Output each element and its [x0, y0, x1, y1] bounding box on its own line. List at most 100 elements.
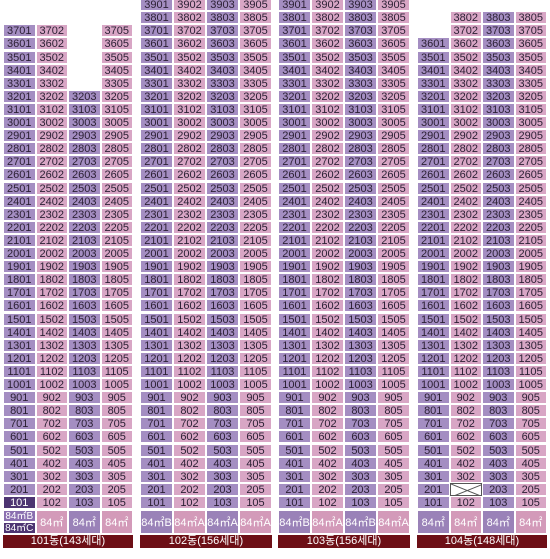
unit-102-1803: 1803 — [206, 273, 239, 287]
unit-type-102-03: 84㎡A — [206, 510, 239, 534]
unit-102-3903: 3903 — [206, 0, 239, 12]
unit-type-101-01-1: 84㎡B — [3, 510, 36, 522]
unit-104-2103: 2103 — [482, 233, 515, 247]
unit-104-503: 503 — [482, 443, 515, 457]
unit-101-601: 601 — [3, 430, 36, 444]
unit-101-605: 605 — [100, 430, 133, 444]
unit-104-102: 102 — [449, 495, 482, 509]
unit-102-2903: 2903 — [206, 129, 239, 143]
unit-101-1503: 1503 — [68, 312, 101, 326]
unit-103-205: 205 — [377, 482, 410, 496]
unit-103-2002: 2002 — [311, 247, 344, 261]
unit-101-1801: 1801 — [3, 273, 36, 287]
unit-101-1301: 1301 — [3, 338, 36, 352]
unit-103-3401: 3401 — [278, 63, 311, 77]
unit-104-2702: 2702 — [449, 155, 482, 169]
unit-101-1403: 1403 — [68, 325, 101, 339]
unit-101-3305: 3305 — [100, 76, 133, 90]
unit-102-1905: 1905 — [239, 260, 272, 274]
unit-102-403: 403 — [206, 456, 239, 470]
unit-103-703: 703 — [344, 417, 377, 431]
unit-101-3005: 3005 — [100, 116, 133, 130]
unit-104-3502: 3502 — [449, 50, 482, 64]
unit-103-1803: 1803 — [344, 273, 377, 287]
unit-102-3601: 3601 — [140, 37, 173, 51]
unit-102-1101: 1101 — [140, 364, 173, 378]
unit-104-2105: 2105 — [514, 233, 547, 247]
unit-102-101: 101 — [140, 495, 173, 509]
unit-101-701: 701 — [3, 417, 36, 431]
unit-103-3101: 3101 — [278, 102, 311, 116]
unit-103-1305: 1305 — [377, 338, 410, 352]
unit-101-1905: 1905 — [100, 260, 133, 274]
unit-103-1705: 1705 — [377, 286, 410, 300]
unit-104-3805: 3805 — [514, 11, 547, 25]
unit-102-2801: 2801 — [140, 142, 173, 156]
unit-102-3701: 3701 — [140, 24, 173, 38]
unit-101-2003: 2003 — [68, 247, 101, 261]
unit-104-1202: 1202 — [449, 351, 482, 365]
unit-104-3003: 3003 — [482, 116, 515, 130]
unit-101-2802: 2802 — [35, 142, 68, 156]
unit-104-803: 803 — [482, 404, 515, 418]
unit-104-3202: 3202 — [449, 89, 482, 103]
unit-102-2501: 2501 — [140, 181, 173, 195]
unit-101-201: 201 — [3, 482, 36, 496]
unit-103-1401: 1401 — [278, 325, 311, 339]
unit-101-505: 505 — [100, 443, 133, 457]
unit-101-1401: 1401 — [3, 325, 36, 339]
unit-103-3602: 3602 — [311, 37, 344, 51]
unit-103-2901: 2901 — [278, 129, 311, 143]
unit-103-1701: 1701 — [278, 286, 311, 300]
unit-104-2603: 2603 — [482, 168, 515, 182]
unit-104-1001: 1001 — [417, 378, 450, 392]
unit-103-2203: 2203 — [344, 220, 377, 234]
unit-103-902: 902 — [311, 391, 344, 405]
unit-102-3303: 3303 — [206, 76, 239, 90]
unit-102-2702: 2702 — [173, 155, 206, 169]
unit-103-3703: 3703 — [344, 24, 377, 38]
unit-101-3702: 3702 — [35, 24, 68, 38]
unit-102-903: 903 — [206, 391, 239, 405]
unit-103-803: 803 — [344, 404, 377, 418]
unit-103-302: 302 — [311, 469, 344, 483]
unit-102-3505: 3505 — [239, 50, 272, 64]
unit-102-3105: 3105 — [239, 102, 272, 116]
unit-101-2701: 2701 — [3, 155, 36, 169]
unit-103-905: 905 — [377, 391, 410, 405]
unit-102-3802: 3802 — [173, 11, 206, 25]
unit-101-1101: 1101 — [3, 364, 36, 378]
unit-104-1201: 1201 — [417, 351, 450, 365]
unit-104-3001: 3001 — [417, 116, 450, 130]
unit-104-1102: 1102 — [449, 364, 482, 378]
unit-102-3905: 3905 — [239, 0, 272, 12]
unit-101-902: 902 — [35, 391, 68, 405]
unit-103-3701: 3701 — [278, 24, 311, 38]
unit-103-401: 401 — [278, 456, 311, 470]
unit-103-301: 301 — [278, 469, 311, 483]
unit-104-1003: 1003 — [482, 378, 515, 392]
unit-104-1703: 1703 — [482, 286, 515, 300]
unit-102-3803: 3803 — [206, 11, 239, 25]
unit-103-102: 102 — [311, 495, 344, 509]
unit-103-2801: 2801 — [278, 142, 311, 156]
unit-104-2003: 2003 — [482, 247, 515, 261]
unit-101-3501: 3501 — [3, 50, 36, 64]
unit-102-901: 901 — [140, 391, 173, 405]
unit-102-703: 703 — [206, 417, 239, 431]
unit-101-3402: 3402 — [35, 63, 68, 77]
unit-type-101-02: 84㎡A — [35, 510, 68, 553]
unit-104-905: 905 — [514, 391, 547, 405]
unit-102-805: 805 — [239, 404, 272, 418]
unit-103-2501: 2501 — [278, 181, 311, 195]
unit-101-1501: 1501 — [3, 312, 36, 326]
unit-101-702: 702 — [35, 417, 68, 431]
unit-101-1001: 1001 — [3, 378, 36, 392]
unit-103-3501: 3501 — [278, 50, 311, 64]
unit-104-805: 805 — [514, 404, 547, 418]
unit-103-3503: 3503 — [344, 50, 377, 64]
unit-101-3002: 3002 — [35, 116, 68, 130]
unit-104-3303: 3303 — [482, 76, 515, 90]
unit-102-3603: 3603 — [206, 37, 239, 51]
unit-104-405: 405 — [514, 456, 547, 470]
